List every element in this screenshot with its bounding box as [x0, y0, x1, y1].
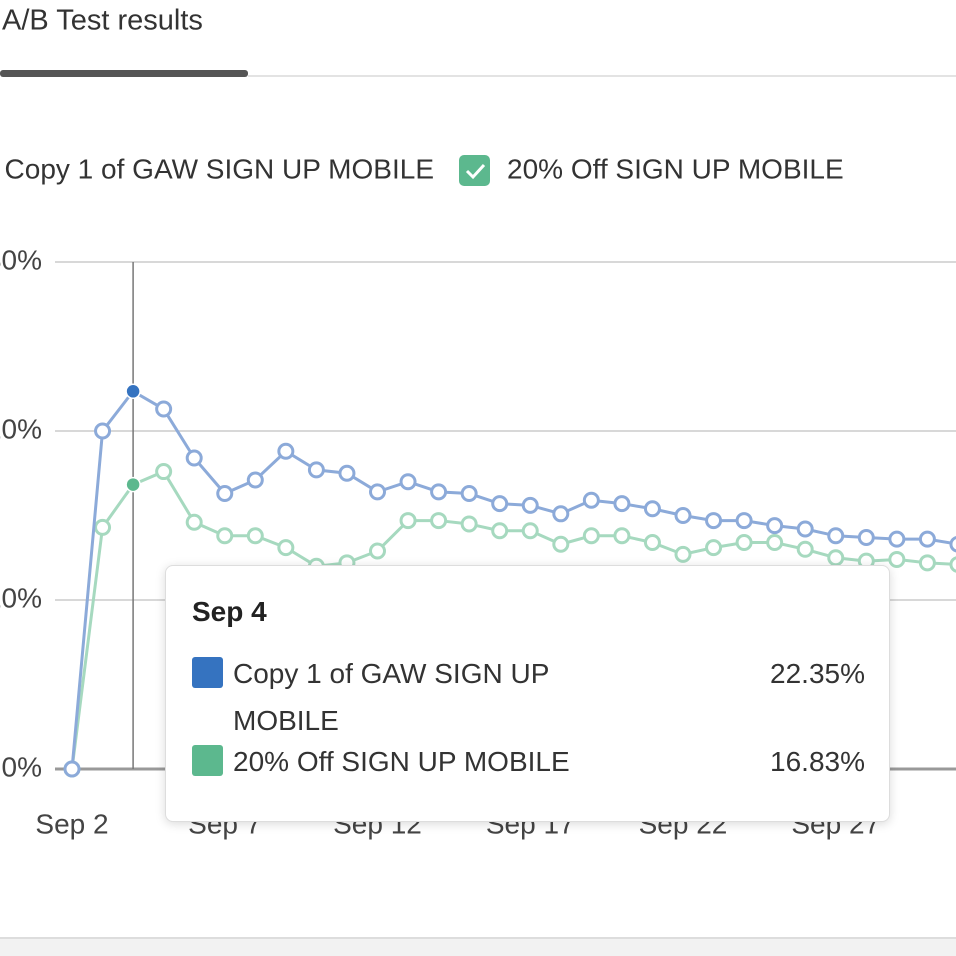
data-point	[796, 520, 814, 538]
data-point	[827, 549, 845, 567]
data-point	[521, 522, 539, 540]
data-point	[63, 760, 81, 778]
legend-label: 20% Off SIGN UP MOBILE	[507, 153, 844, 184]
data-point	[674, 545, 692, 563]
data-point	[216, 485, 234, 503]
tooltip-value: 22.35%	[770, 658, 865, 689]
data-point	[246, 527, 264, 545]
data-point	[918, 554, 936, 572]
data-point	[643, 534, 661, 552]
data-point	[94, 422, 112, 440]
data-point	[185, 513, 203, 531]
legend-checkbox	[459, 155, 490, 186]
data-point	[460, 515, 478, 533]
data-point	[766, 534, 784, 552]
data-point	[277, 539, 295, 557]
data-point	[369, 483, 386, 501]
tooltip-row: 20% Off SIGN UP MOBILE 16.83%	[192, 738, 865, 785]
tab-underline	[0, 70, 248, 77]
tooltip-series-name: Copy 1 of GAW SIGN UP MOBILE	[233, 658, 549, 736]
data-point	[796, 540, 814, 558]
data-point	[643, 500, 661, 518]
y-tick-label: 30%	[0, 244, 42, 275]
data-point	[705, 539, 723, 557]
y-tick-label: 0%	[2, 751, 42, 782]
data-point	[307, 461, 325, 479]
data-point	[613, 527, 631, 545]
data-point	[277, 442, 295, 460]
data-point	[705, 512, 723, 530]
tab-title[interactable]: A/B Test results	[2, 5, 203, 37]
data-point	[246, 471, 264, 489]
data-point	[430, 512, 448, 530]
data-point	[491, 522, 509, 540]
tooltip-series-name: 20% Off SIGN UP MOBILE	[233, 746, 570, 777]
data-point	[125, 476, 141, 493]
legend-label: Copy 1 of GAW SIGN UP MOBILE	[5, 153, 434, 184]
tooltip-swatch	[192, 745, 223, 776]
data-point	[888, 550, 906, 568]
data-point	[125, 383, 141, 400]
data-point	[369, 542, 386, 560]
tooltip-swatch	[192, 657, 223, 688]
data-point	[338, 464, 356, 482]
tooltip-title: Sep 4	[192, 596, 267, 627]
tooltip: Sep 4 Copy 1 of GAW SIGN UP MOBILE 22.35%…	[165, 565, 890, 822]
y-tick-label: 20%	[0, 413, 42, 444]
data-point	[399, 473, 417, 491]
data-point	[155, 400, 173, 418]
tooltip-row: Copy 1 of GAW SIGN UP MOBILE 22.35%	[192, 650, 865, 744]
data-point	[155, 463, 173, 481]
data-point	[888, 530, 906, 548]
data-point	[613, 495, 631, 513]
data-point	[185, 449, 203, 467]
tooltip-value: 16.83%	[770, 746, 865, 777]
data-point	[735, 534, 753, 552]
legend: Copy 1 of GAW SIGN UP MOBILE 20% Off SIGN…	[5, 153, 844, 186]
footer-band	[0, 938, 956, 956]
data-point	[582, 491, 600, 509]
data-point	[827, 527, 845, 545]
data-point	[857, 528, 875, 546]
data-point	[552, 505, 570, 523]
data-point	[491, 495, 509, 513]
data-point	[674, 507, 692, 524]
data-point	[582, 527, 600, 545]
data-point	[521, 496, 539, 514]
data-point	[735, 512, 753, 530]
x-tick-label: Sep 2	[35, 808, 108, 839]
data-point	[94, 518, 112, 536]
data-point	[552, 535, 570, 553]
data-point	[216, 527, 234, 545]
legend-check	[465, 163, 486, 180]
data-point	[918, 530, 936, 548]
data-point	[430, 483, 448, 501]
data-point	[460, 485, 478, 503]
data-point	[766, 517, 784, 535]
data-point	[949, 535, 956, 553]
data-point	[399, 512, 417, 530]
y-tick-label: 10%	[0, 582, 42, 613]
data-point	[949, 556, 956, 573]
